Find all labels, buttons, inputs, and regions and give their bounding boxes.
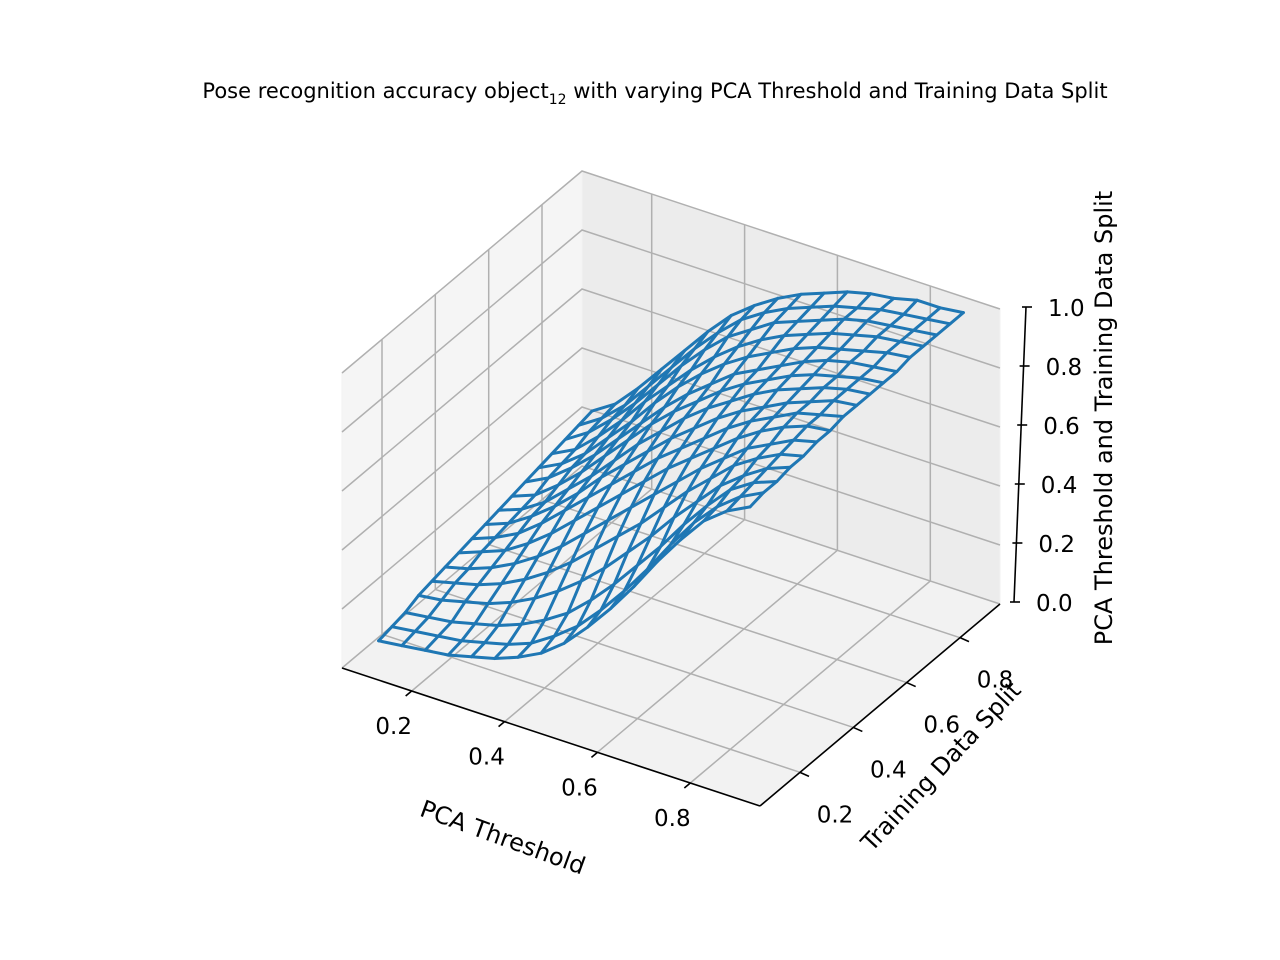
wireframe-column-line — [562, 296, 780, 645]
wireframe-column-line — [423, 386, 640, 652]
wireframe-column-line — [702, 298, 919, 523]
wireframe-column-line — [516, 314, 733, 659]
chart-title-suffix: with varying PCA Threshold and Training … — [567, 79, 1108, 103]
x-tick-label: 0.8 — [654, 806, 691, 832]
wireframe-column-line — [609, 291, 826, 610]
wireframe-column-line — [377, 409, 594, 643]
y-tick-mark — [799, 771, 810, 778]
z-gridline — [341, 465, 1001, 669]
wireframe-column-line — [725, 306, 942, 513]
x-tick-mark — [405, 690, 413, 697]
z-gridline — [341, 288, 1001, 492]
z-tick-label: 0.8 — [1046, 355, 1083, 381]
z-gridline — [341, 229, 1001, 433]
x-tick-mark — [498, 721, 506, 728]
y-tick-mark — [853, 726, 863, 733]
wireframe-surface — [377, 290, 965, 660]
wireframe-column-line — [655, 292, 873, 564]
wireframe-column-line — [748, 311, 965, 509]
y-tick-label: 0.8 — [977, 668, 1014, 694]
y-tick-mark — [959, 636, 970, 643]
y-tick-label: 0.2 — [817, 802, 854, 828]
z-gridline — [341, 406, 1001, 610]
wireframe-column-line — [400, 402, 617, 648]
x-tick-label: 0.2 — [375, 714, 412, 740]
chart-title-main: Pose recognition accuracy object — [202, 79, 548, 103]
z-tick-label: 0.0 — [1036, 591, 1073, 617]
x-tick-label: 0.4 — [468, 745, 505, 771]
z-tick-label: 0.6 — [1043, 414, 1080, 440]
x-tick-mark — [683, 782, 691, 789]
wireframe-column-line — [632, 290, 849, 588]
y-tick-label: 0.6 — [923, 713, 960, 739]
wireframe-column-line — [446, 367, 664, 657]
axes-panes — [340, 169, 1002, 807]
z-axis-line — [1013, 306, 1027, 603]
z-gridline — [341, 347, 1001, 551]
x-tick-mark — [590, 751, 598, 758]
z-axis-label: PCA Threshold and Training Data Split — [1090, 191, 1118, 645]
z-gridline — [341, 170, 1001, 374]
wireframe-column-line — [678, 296, 896, 542]
chart-title-subscript: 12 — [549, 92, 567, 108]
axes-ticks: 0.2 0.4 0.6 0.8 0.2 0.4 0.6 0.8 0.0 0.2 0.4 0.6 0.8 1… — [375, 296, 1084, 832]
z-tick-label: 0.4 — [1041, 473, 1078, 499]
z-tick-label: 0.2 — [1038, 532, 1075, 558]
wireframe-column-line — [586, 292, 803, 629]
wireframe-column-line — [469, 348, 687, 659]
x-tick-label: 0.6 — [561, 775, 598, 801]
y-tick-mark — [906, 681, 916, 688]
x-axis-label: PCA Threshold — [416, 795, 589, 881]
wireframe-column-line — [539, 304, 756, 655]
y-tick-label: 0.4 — [870, 757, 907, 783]
wireframe-column-line — [493, 330, 710, 660]
chart-title: Pose recognition accuracy object12 with … — [202, 79, 1107, 108]
z-tick-label: 1.0 — [1048, 296, 1085, 322]
